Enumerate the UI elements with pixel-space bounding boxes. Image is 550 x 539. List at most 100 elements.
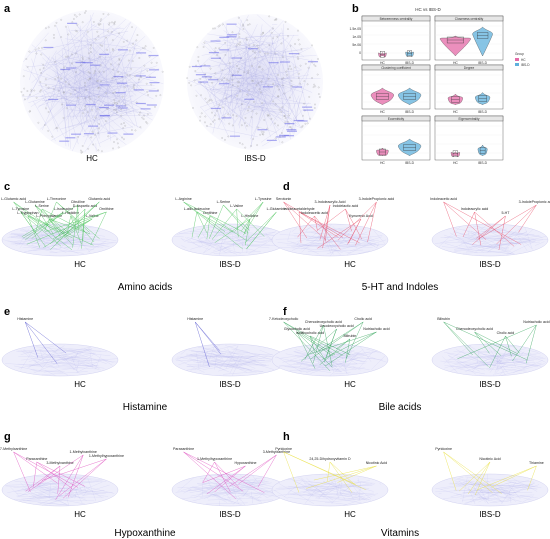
network-edge	[286, 352, 352, 363]
network-edge	[20, 345, 55, 355]
network-edge	[251, 491, 253, 504]
network-edge	[216, 477, 263, 503]
legend-title: Group	[515, 52, 524, 56]
metabolite-label: 1-Methylhypoxanthine	[89, 454, 124, 458]
network-node	[248, 89, 250, 92]
network-edge	[306, 233, 317, 241]
network-edge	[32, 370, 63, 373]
network-node	[138, 57, 141, 59]
network-node	[118, 57, 121, 60]
network-node	[102, 13, 105, 15]
network-node	[303, 80, 306, 83]
network-edge	[204, 477, 241, 501]
network-node	[186, 77, 188, 79]
network-node-label	[117, 107, 128, 109]
network-edge	[14, 487, 88, 492]
network-node	[211, 81, 213, 84]
network-edge	[57, 77, 77, 97]
network-edge	[187, 237, 242, 254]
network-edge	[498, 362, 525, 368]
network-node	[232, 114, 234, 116]
facet-frame	[361, 64, 431, 110]
network-edge	[489, 500, 512, 503]
network-edge	[490, 354, 515, 356]
network-edge	[90, 14, 98, 89]
network-node	[71, 62, 73, 65]
network-node	[257, 46, 260, 49]
network-node	[218, 24, 221, 27]
network-edge	[229, 356, 240, 374]
network-node-label	[135, 75, 146, 77]
network-edge	[121, 59, 138, 128]
network-edge	[475, 485, 485, 497]
network-edge	[487, 474, 489, 500]
metabolite-label: Bilirubin	[437, 317, 450, 321]
network-edge	[20, 482, 29, 491]
network-edge	[201, 232, 207, 241]
network-node	[260, 33, 263, 36]
network-edge	[239, 39, 248, 129]
network-edge	[181, 245, 187, 248]
metabolite-label: L-Serine	[35, 204, 49, 208]
violin-x-label: HC	[453, 61, 458, 65]
network-edge	[196, 240, 228, 253]
metabolite-label: Nutriacholic acid	[523, 320, 549, 324]
network-node	[314, 85, 317, 88]
network-node	[313, 63, 315, 66]
network-node	[252, 138, 254, 140]
highlight-edge	[238, 454, 277, 485]
network-edge	[42, 12, 94, 131]
network-edge	[468, 486, 476, 505]
network-edge	[311, 236, 331, 245]
network-edge	[195, 79, 245, 121]
highlight-edge	[498, 215, 506, 251]
network-node	[116, 138, 118, 141]
network-node-label	[278, 134, 289, 136]
network-node-label	[231, 74, 242, 76]
network-edge	[16, 351, 118, 363]
network-edge	[462, 352, 488, 366]
network-edge	[278, 362, 314, 367]
network-edge	[299, 485, 346, 496]
network-node	[155, 61, 158, 64]
network-node	[272, 100, 274, 103]
panel-caption: Amino acids	[118, 282, 172, 293]
network-node	[161, 70, 164, 73]
network-edge	[310, 350, 378, 374]
network-node	[246, 19, 249, 21]
highlight-edge	[49, 218, 74, 246]
highlight-edge	[296, 331, 316, 369]
network-node	[45, 27, 47, 30]
network-edge	[40, 26, 121, 74]
network-node	[223, 77, 226, 79]
network-node	[221, 137, 223, 139]
network-edge	[14, 497, 49, 500]
network-edge	[206, 487, 224, 500]
network-node	[120, 108, 123, 111]
network-node-label	[140, 108, 151, 110]
network-edge	[255, 81, 295, 113]
group-label-ibsd: IBS-D	[479, 260, 501, 269]
network-edge	[199, 485, 252, 499]
network-edge	[335, 352, 363, 363]
network-node	[81, 56, 84, 59]
network-edge	[31, 245, 84, 254]
network-node-label	[191, 65, 202, 68]
network-node	[284, 117, 287, 119]
network-node	[289, 96, 291, 99]
network-node	[52, 88, 55, 91]
network-edge	[305, 226, 311, 233]
network-edge	[476, 225, 517, 245]
network-edge	[225, 22, 236, 139]
network-node	[75, 71, 77, 73]
network-edge	[51, 95, 133, 141]
network-node	[131, 60, 134, 62]
network-node	[118, 100, 121, 102]
network-node	[270, 118, 273, 120]
network-node	[247, 109, 249, 112]
network-edge	[204, 235, 265, 247]
highlight-edge	[64, 218, 93, 238]
network-node	[88, 57, 90, 60]
